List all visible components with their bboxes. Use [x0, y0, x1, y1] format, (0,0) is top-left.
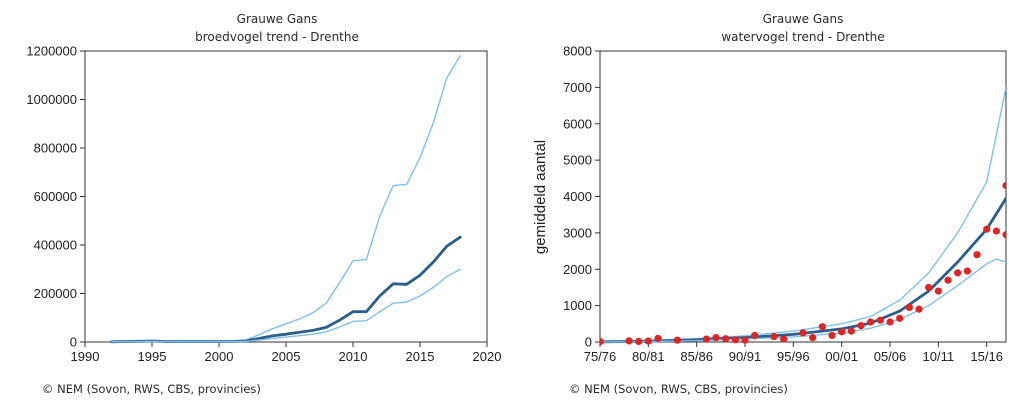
right-observed-point [751, 331, 759, 340]
right-x-tick-label: 90/91 [729, 349, 762, 364]
right-observed-point [722, 335, 730, 343]
right-observed-point [731, 336, 739, 344]
right-observed-point [809, 334, 817, 342]
right-plot-frame [599, 50, 1007, 343]
right-observed-point [635, 337, 643, 346]
right-y-tick-label: 2000 [563, 262, 592, 277]
left-axis-ticks: 1990 1995 2000 2005 2010 2015 2020 0 200000 40000… [26, 44, 501, 365]
right-x-tick-label: 15/16 [970, 349, 1003, 364]
left-x-tick-label: 2015 [406, 349, 435, 364]
right-observed-point [963, 267, 971, 275]
right-chart-subtitle: watervogel trend - Drenthe [721, 30, 884, 44]
right-x-tick-label: 75/76 [584, 349, 617, 364]
right-y-tick-label: 6000 [563, 116, 592, 131]
right-y-tick-label: 8000 [563, 44, 592, 59]
right-observed-point [702, 335, 710, 343]
left-y-tick-label: 400000 [34, 238, 77, 253]
right-series-group [600, 86, 1006, 346]
left-x-tick-label: 2000 [205, 349, 234, 364]
left-lower-bound-line [111, 268, 461, 343]
left-y-tick-label: 1200000 [26, 44, 77, 59]
right-observed-point [857, 322, 865, 330]
right-upper-bound-line [600, 86, 1006, 343]
right-observed-point [770, 332, 778, 341]
breeding-trend-chart: Grauwe Gans broedvogel trend - Drenthe 1… [26, 12, 501, 364]
right-x-tick-label: 00/01 [825, 349, 858, 364]
right-observed-point [896, 314, 904, 322]
right-observed-point [780, 335, 788, 343]
right-x-tick-label: 10/11 [923, 349, 955, 364]
right-observed-point [954, 269, 962, 277]
right-observed-point [847, 327, 855, 335]
right-observed-point [1002, 181, 1006, 190]
left-credit: © NEM (Sovon, RWS, CBS, provincies) [42, 382, 261, 396]
left-y-tick-label: 800000 [34, 141, 77, 156]
right-observed-point [983, 225, 991, 233]
right-observed-point [741, 336, 749, 344]
right-observed-point [886, 318, 894, 326]
right-y-tick-label: 3000 [563, 225, 592, 240]
right-x-tick-label: 85/86 [680, 349, 713, 364]
waterbird-trend-chart: Grauwe Gans watervogel trend - Drenthe g… [532, 12, 1007, 365]
right-observed-point [828, 331, 836, 340]
left-series-group [110, 55, 462, 344]
left-chart-subtitle: broedvogel trend - Drenthe [195, 30, 359, 44]
right-y-axis-label: gemiddeld aantal [532, 140, 549, 254]
right-observed-point [600, 338, 604, 346]
right-observed-point [925, 283, 933, 292]
left-y-tick-label: 1000000 [26, 92, 77, 107]
left-x-tick-label: 2020 [473, 349, 502, 364]
left-plot-frame [84, 50, 488, 343]
right-chart-title: Grauwe Gans [763, 12, 844, 26]
left-x-tick-label: 1990 [71, 349, 100, 364]
right-observed-point [992, 227, 1000, 235]
right-y-tick-label: 1000 [563, 298, 592, 313]
right-lower-bound-line [600, 258, 1006, 343]
right-x-tick-label: 80/81 [632, 349, 665, 364]
left-y-tick-label: 200000 [34, 286, 77, 301]
right-x-tick-label: 05/06 [874, 349, 907, 364]
right-observed-point [867, 318, 875, 326]
left-y-tick-label: 0 [70, 335, 77, 350]
right-observed-point [625, 337, 633, 345]
right-axis-ticks: 75/76 80/81 85/86 90/91 95/96 00/01 05/06 10/11… [563, 44, 1003, 365]
right-observed-point [915, 305, 923, 313]
right-x-tick-label: 95/96 [777, 349, 810, 364]
left-x-tick-label: 1995 [138, 349, 167, 364]
right-observed-point [1002, 231, 1006, 239]
right-observed-point [838, 328, 846, 336]
right-credit: © NEM (Sovon, RWS, CBS, provincies) [569, 382, 788, 396]
right-y-tick-label: 7000 [563, 80, 592, 95]
left-chart-title: Grauwe Gans [237, 12, 318, 26]
left-trend-line [110, 235, 462, 344]
right-observed-point [654, 334, 662, 342]
right-observed-point [673, 336, 681, 344]
left-x-tick-label: 2010 [339, 349, 368, 364]
right-observed-point [905, 303, 913, 312]
right-y-tick-label: 4000 [563, 189, 592, 204]
right-observed-point [944, 276, 952, 284]
right-y-tick-label: 0 [585, 335, 592, 350]
right-observed-point [644, 337, 652, 345]
right-trend-line [600, 196, 1006, 344]
right-observed-point [973, 251, 981, 259]
left-y-tick-label: 600000 [34, 189, 77, 204]
right-observed-point [876, 316, 884, 324]
right-observed-point [818, 323, 826, 331]
right-y-tick-label: 5000 [563, 153, 592, 168]
right-observed-point [934, 287, 942, 295]
right-observed-point [799, 329, 807, 337]
left-x-tick-label: 2005 [272, 349, 301, 364]
right-observed-point [712, 334, 720, 342]
left-upper-bound-line [111, 55, 461, 343]
